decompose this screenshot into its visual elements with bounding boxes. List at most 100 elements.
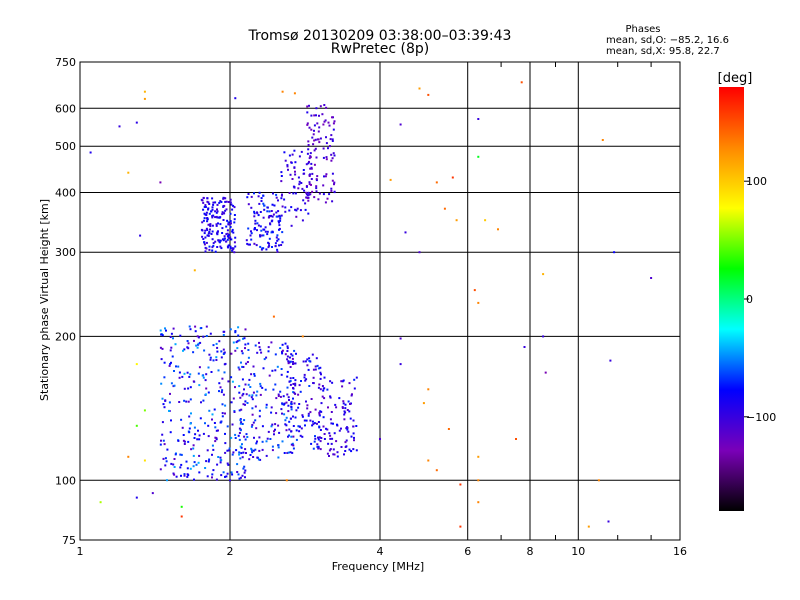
data-point (307, 162, 310, 165)
data-point (330, 153, 333, 156)
data-point (332, 152, 335, 155)
data-point (211, 444, 214, 447)
data-point (281, 403, 284, 406)
data-point (310, 442, 313, 445)
data-point (323, 397, 326, 400)
data-point (139, 234, 142, 237)
data-point (192, 380, 195, 383)
data-point (601, 139, 604, 141)
data-point (259, 348, 262, 351)
data-point (340, 446, 343, 448)
data-point (319, 371, 322, 374)
data-point (284, 206, 287, 209)
data-point (238, 451, 241, 454)
data-point (281, 349, 284, 352)
data-point (284, 423, 287, 426)
data-point (318, 192, 321, 195)
data-point (261, 386, 264, 389)
data-point (265, 356, 268, 359)
data-point (304, 379, 307, 382)
data-point (193, 478, 195, 481)
data-point (135, 363, 138, 366)
data-point (252, 391, 255, 394)
data-point (216, 346, 219, 349)
data-point (282, 395, 285, 398)
data-point (231, 380, 234, 383)
data-point (355, 425, 358, 427)
data-point (247, 356, 250, 359)
data-point (262, 216, 265, 219)
data-point (283, 403, 285, 406)
data-point (234, 245, 237, 248)
data-point (404, 231, 407, 234)
data-point (242, 337, 244, 340)
data-point (399, 363, 402, 366)
data-point (311, 353, 314, 356)
data-point (227, 449, 230, 452)
data-point (247, 383, 250, 386)
data-point (159, 443, 162, 446)
data-point (223, 371, 226, 374)
data-point (231, 230, 234, 233)
data-point (287, 360, 290, 363)
data-point (218, 241, 221, 244)
data-point (311, 190, 314, 193)
data-point (290, 435, 293, 438)
data-point (325, 142, 328, 145)
data-point (250, 425, 253, 428)
data-point (305, 196, 308, 199)
data-point (225, 475, 228, 478)
data-point (234, 331, 237, 334)
data-point (292, 383, 295, 385)
data-point (194, 433, 197, 436)
data-point (256, 212, 259, 215)
data-point (306, 123, 309, 126)
data-point (265, 454, 268, 457)
data-point (322, 184, 325, 187)
data-point (317, 130, 320, 133)
data-point (317, 386, 320, 389)
data-point (143, 459, 146, 462)
data-point (242, 403, 245, 406)
data-point (241, 365, 244, 368)
y-tick-label: 300 (55, 246, 76, 259)
data-point (271, 231, 274, 234)
data-point (310, 183, 312, 186)
data-point (186, 467, 189, 470)
data-point (314, 435, 316, 438)
data-point (459, 483, 462, 486)
data-point (245, 452, 247, 454)
data-point (319, 137, 322, 140)
data-point (216, 350, 219, 353)
data-point (313, 114, 316, 117)
data-point (322, 193, 325, 196)
data-point (215, 478, 218, 481)
data-point (234, 97, 237, 100)
data-point (250, 447, 253, 450)
data-point (203, 243, 206, 246)
data-point (198, 366, 201, 369)
data-point (181, 426, 184, 429)
data-point (258, 436, 261, 439)
data-point (301, 435, 304, 438)
data-point (272, 213, 275, 216)
data-point (310, 114, 313, 117)
data-point (224, 200, 227, 203)
data-point (219, 245, 222, 248)
data-point (292, 425, 295, 427)
data-point (253, 227, 256, 229)
data-point (162, 439, 165, 442)
data-point (300, 380, 302, 382)
data-point (205, 373, 208, 376)
data-point (256, 456, 259, 459)
data-point (211, 208, 214, 211)
data-point (234, 349, 237, 352)
data-point (286, 452, 289, 454)
data-point (285, 416, 288, 419)
data-point (224, 362, 227, 365)
data-point (233, 206, 236, 209)
data-point (274, 242, 277, 245)
data-point (342, 402, 345, 405)
data-point (242, 366, 245, 368)
data-point (214, 216, 217, 219)
